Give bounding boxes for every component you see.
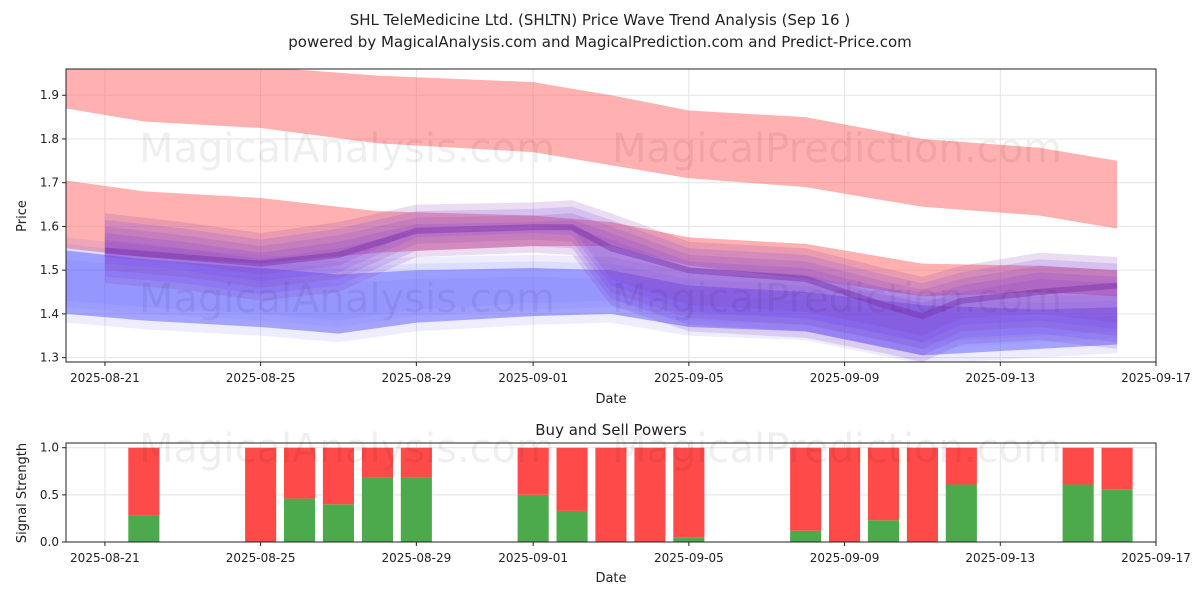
power-watermarks: MagicalAnalysis.com MagicalPrediction.co…: [139, 426, 1062, 472]
watermark-prediction-3: MagicalPrediction.com: [612, 426, 1062, 472]
price-y-tick-label: 1.3: [40, 351, 59, 365]
price-bands: [66, 69, 1118, 362]
price-y-ticks: 1.3 1.4 1.5 1.6 1.7 1.8 1.9: [40, 88, 66, 365]
sell-bar: [556, 447, 588, 511]
watermark-analysis: MagicalAnalysis.com: [139, 126, 555, 172]
power-x-tick-label: 2025-08-21: [70, 551, 140, 565]
power-title: Buy and Sell Powers: [535, 421, 687, 439]
sell-bar: [867, 447, 899, 521]
power-y-tick-label: 1.0: [40, 441, 59, 455]
power-y-axis-label: Signal Strength: [15, 443, 30, 543]
buy-bar: [517, 494, 549, 542]
power-x-tick-label: 2025-08-25: [226, 551, 296, 565]
power-panel: Buy and Sell Powers MagicalAnalysis.com …: [15, 421, 1191, 586]
price-x-tick-label: 2025-09-17: [1121, 371, 1191, 385]
buy-bar: [400, 477, 432, 542]
sell-bar: [829, 447, 861, 542]
sell-bar: [284, 447, 316, 499]
price-y-tick-label: 1.9: [40, 88, 59, 102]
power-x-axis-label: Date: [595, 571, 626, 586]
lower-blue-layer-2: [66, 237, 1118, 343]
price-x-tick-label: 2025-09-09: [810, 371, 880, 385]
purple-wave-layer-1: [104, 219, 1118, 356]
price-y-tick-label: 1.5: [40, 263, 59, 277]
buy-bar: [322, 504, 354, 542]
price-y-axis-label: Price: [15, 200, 30, 232]
price-x-tick-label: 2025-09-13: [965, 371, 1035, 385]
buy-bar: [284, 498, 316, 542]
lower-blue-layer-0: [66, 259, 1118, 362]
buy-bar: [867, 520, 899, 542]
sell-bar: [906, 447, 938, 542]
power-y-tick-label: 0.0: [40, 535, 59, 549]
buy-bar: [945, 484, 977, 542]
middle-red-band: [66, 180, 1118, 297]
price-y-tick-label: 1.8: [40, 132, 59, 146]
power-x-tick-label: 2025-08-29: [381, 551, 451, 565]
price-band-layer: [66, 69, 1118, 362]
sell-bar: [517, 447, 549, 495]
sell-bar: [673, 447, 705, 538]
price-watermarks: MagicalAnalysis.com MagicalPrediction.co…: [139, 126, 1062, 322]
buy-bar: [556, 510, 588, 542]
purple-wave-layer-3: [104, 206, 1118, 343]
price-x-axis-label: Date: [595, 392, 626, 407]
sell-bar: [128, 447, 160, 516]
chart-subtitle: powered by MagicalAnalysis.com and Magic…: [288, 33, 912, 51]
sell-bar: [1062, 447, 1094, 485]
buy-bar: [128, 515, 160, 542]
price-plot-frame: [65, 68, 1157, 363]
price-x-tick-label: 2025-08-29: [381, 371, 451, 385]
power-x-tick-label: 2025-09-17: [1121, 551, 1191, 565]
watermark-analysis-2: MagicalAnalysis.com: [139, 276, 555, 322]
power-y-ticks: 0.0 0.5 1.0: [40, 441, 66, 549]
purple-wave-line: [104, 224, 1118, 320]
power-bars: [128, 447, 1133, 542]
power-x-tick-label: 2025-09-05: [654, 551, 724, 565]
power-y-tick-label: 0.5: [40, 488, 59, 502]
buy-bar: [1062, 484, 1094, 542]
price-x-tick-label: 2025-09-05: [654, 371, 724, 385]
price-y-tick-label: 1.4: [40, 307, 59, 321]
buy-bar: [361, 477, 393, 542]
price-x-tick-label: 2025-08-21: [70, 371, 140, 385]
upper-red-band: [66, 69, 1118, 229]
sell-bar: [322, 447, 354, 505]
price-panel: MagicalAnalysis.com MagicalPrediction.co…: [15, 68, 1191, 407]
buy-bar: [1101, 489, 1133, 542]
watermark-prediction-2: MagicalPrediction.com: [612, 276, 1062, 322]
price-x-tick-label: 2025-08-25: [226, 371, 296, 385]
price-y-tick-label: 1.7: [40, 176, 59, 190]
power-x-ticks: 2025-08-21 2025-08-25 2025-08-29 2025-09-01…: [70, 542, 1191, 565]
lower-blue-band: [66, 250, 1118, 356]
power-x-tick-label: 2025-09-09: [810, 551, 880, 565]
price-x-tick-label: 2025-09-01: [498, 371, 568, 385]
lower-blue-layer-1: [66, 243, 1118, 349]
power-x-tick-label: 2025-09-01: [498, 551, 568, 565]
power-plot-frame: [65, 442, 1157, 543]
purple-wave-layer-2: [104, 213, 1118, 349]
sell-bar: [790, 447, 822, 531]
watermark-analysis-3: MagicalAnalysis.com: [139, 426, 555, 472]
sell-bar: [595, 447, 627, 542]
buy-bar: [790, 530, 822, 542]
sell-bar: [400, 447, 432, 478]
price-y-tick-label: 1.6: [40, 219, 59, 233]
sell-bar: [945, 447, 977, 485]
sell-bar: [245, 447, 277, 542]
watermark-prediction: MagicalPrediction.com: [612, 126, 1062, 172]
sell-bar: [1101, 447, 1133, 490]
sell-bar: [634, 447, 666, 542]
sell-bar: [361, 447, 393, 478]
chart-title: SHL TeleMedicine Ltd. (SHLTN) Price Wave…: [350, 11, 850, 29]
purple-wave-layer-4: [104, 200, 1118, 336]
price-x-ticks: 2025-08-21 2025-08-25 2025-08-29 2025-09-01…: [70, 362, 1191, 385]
purple-wave-layer-0: [104, 226, 1118, 362]
power-x-tick-label: 2025-09-13: [965, 551, 1035, 565]
buy-bar: [673, 537, 705, 542]
